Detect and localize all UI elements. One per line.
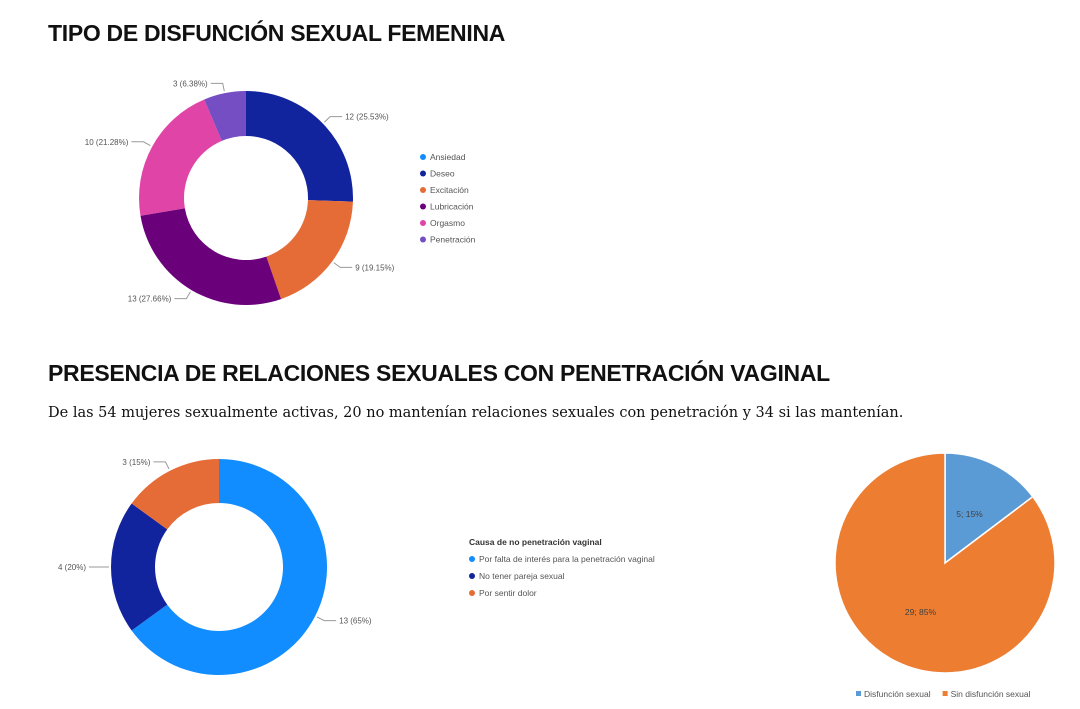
legend-item-orgasmo[interactable]: Orgasmo xyxy=(430,218,465,228)
leader-line-excitacion xyxy=(333,262,353,268)
legend-item-ansiedad[interactable]: Ansiedad xyxy=(430,152,466,162)
slice-lubricacion xyxy=(140,208,282,305)
dysfunction-presence-pie-chart: 5; 15% 29; 85% Disfunción sexual Sin disfun… xyxy=(834,452,1056,699)
slice-no-tener-pareja-sexual xyxy=(110,503,168,631)
legend-marker-no-tener-pareja-sexual xyxy=(469,573,475,579)
no-penetration-cause-donut-chart: 13 (65%) 4 (20%) 3 (15%) Causa de no penetr… xyxy=(58,458,655,675)
slice-deseo xyxy=(246,91,353,202)
legend-marker-sin-disfuncion-sexual xyxy=(942,691,948,696)
data-label-deseo: 12 (25.53%) xyxy=(345,113,389,122)
slice-por-falta-de-interes-para-la-penetracion-vaginal xyxy=(131,459,327,675)
slice-disfuncion-sexual xyxy=(944,452,1034,565)
section-title-dysfunction-type: TIPO DE DISFUNCIÓN SEXUAL FEMENINA xyxy=(48,20,506,46)
leader-line-penetracion xyxy=(210,82,225,92)
leader-line-orgasmo xyxy=(131,141,151,147)
legend-marker-ansiedad xyxy=(420,154,426,160)
data-label-por-sentir-dolor: 3 (15%) xyxy=(122,458,150,467)
legend-item-penetracion[interactable]: Penetración xyxy=(430,235,476,245)
data-label-lubricacion: 13 (27.66%) xyxy=(128,295,172,304)
legend-marker-deseo xyxy=(420,170,426,177)
section-title-penetration: PRESENCIA DE RELACIONES SEXUALES CON PEN… xyxy=(48,360,830,386)
leader-line-deseo xyxy=(324,116,343,123)
legend-marker-lubricacion xyxy=(420,203,426,210)
legend-item-no-tener-pareja-sexual[interactable]: No tener pareja sexual xyxy=(479,571,565,581)
legend-item-por-sentir-dolor[interactable]: Por sentir dolor xyxy=(479,588,537,598)
data-label-orgasmo: 10 (21.28%) xyxy=(85,138,129,147)
legend-marker-orgasmo xyxy=(420,220,426,226)
slice-sin-disfuncion-sexual xyxy=(834,452,1056,674)
slice-por-sentir-dolor xyxy=(131,459,219,530)
legend-item-disfuncion-sexual[interactable]: Disfunción sexual xyxy=(864,689,931,699)
legend-title: Causa de no penetración vaginal xyxy=(469,537,602,547)
data-label-por-falta-de-interes-para-la-penetracion-vaginal: 13 (65%) xyxy=(339,617,372,626)
legend-item-excitacion[interactable]: Excitación xyxy=(430,185,469,195)
legend-marker-por-falta-de-interes-para-la-penetracion-vaginal xyxy=(469,556,475,562)
legend-item-sin-disfuncion-sexual[interactable]: Sin disfunción sexual xyxy=(951,689,1031,699)
legend-item-lubricacion[interactable]: Lubricación xyxy=(430,202,474,212)
data-label-penetracion: 3 (6.38%) xyxy=(173,79,208,88)
legend-marker-disfuncion-sexual xyxy=(856,691,861,696)
summary-paragraph: De las 54 mujeres sexualmente activas, 2… xyxy=(48,405,904,421)
slice-penetracion xyxy=(204,91,246,141)
slice-excitacion xyxy=(266,200,353,300)
legend-marker-excitacion xyxy=(420,187,426,193)
slice-orgasmo xyxy=(138,99,222,216)
data-label-excitacion: 9 (19.15%) xyxy=(355,263,394,272)
leader-line-por-sentir-dolor xyxy=(153,461,170,470)
legend-marker-penetracion xyxy=(420,236,426,243)
leader-line-por-falta-de-interes-para-la-penetracion-vaginal xyxy=(316,616,337,622)
data-label-sin-disfuncion-sexual: 29; 85% xyxy=(905,607,937,617)
legend-marker-por-sentir-dolor xyxy=(469,590,475,596)
legend-item-por-falta-de-interes-para-la-penetracion-vaginal[interactable]: Por falta de interés para la penetración… xyxy=(479,554,655,564)
dysfunction-type-donut-chart: 12 (25.53%) 9 (19.15%) 13 (27.66%) 10 (21.2… xyxy=(85,79,476,305)
data-label-no-tener-pareja-sexual: 4 (20%) xyxy=(58,563,86,572)
leader-line-lubricacion xyxy=(174,291,191,300)
legend-item-deseo[interactable]: Deseo xyxy=(430,169,455,179)
data-label-disfuncion-sexual: 5; 15% xyxy=(956,509,983,519)
